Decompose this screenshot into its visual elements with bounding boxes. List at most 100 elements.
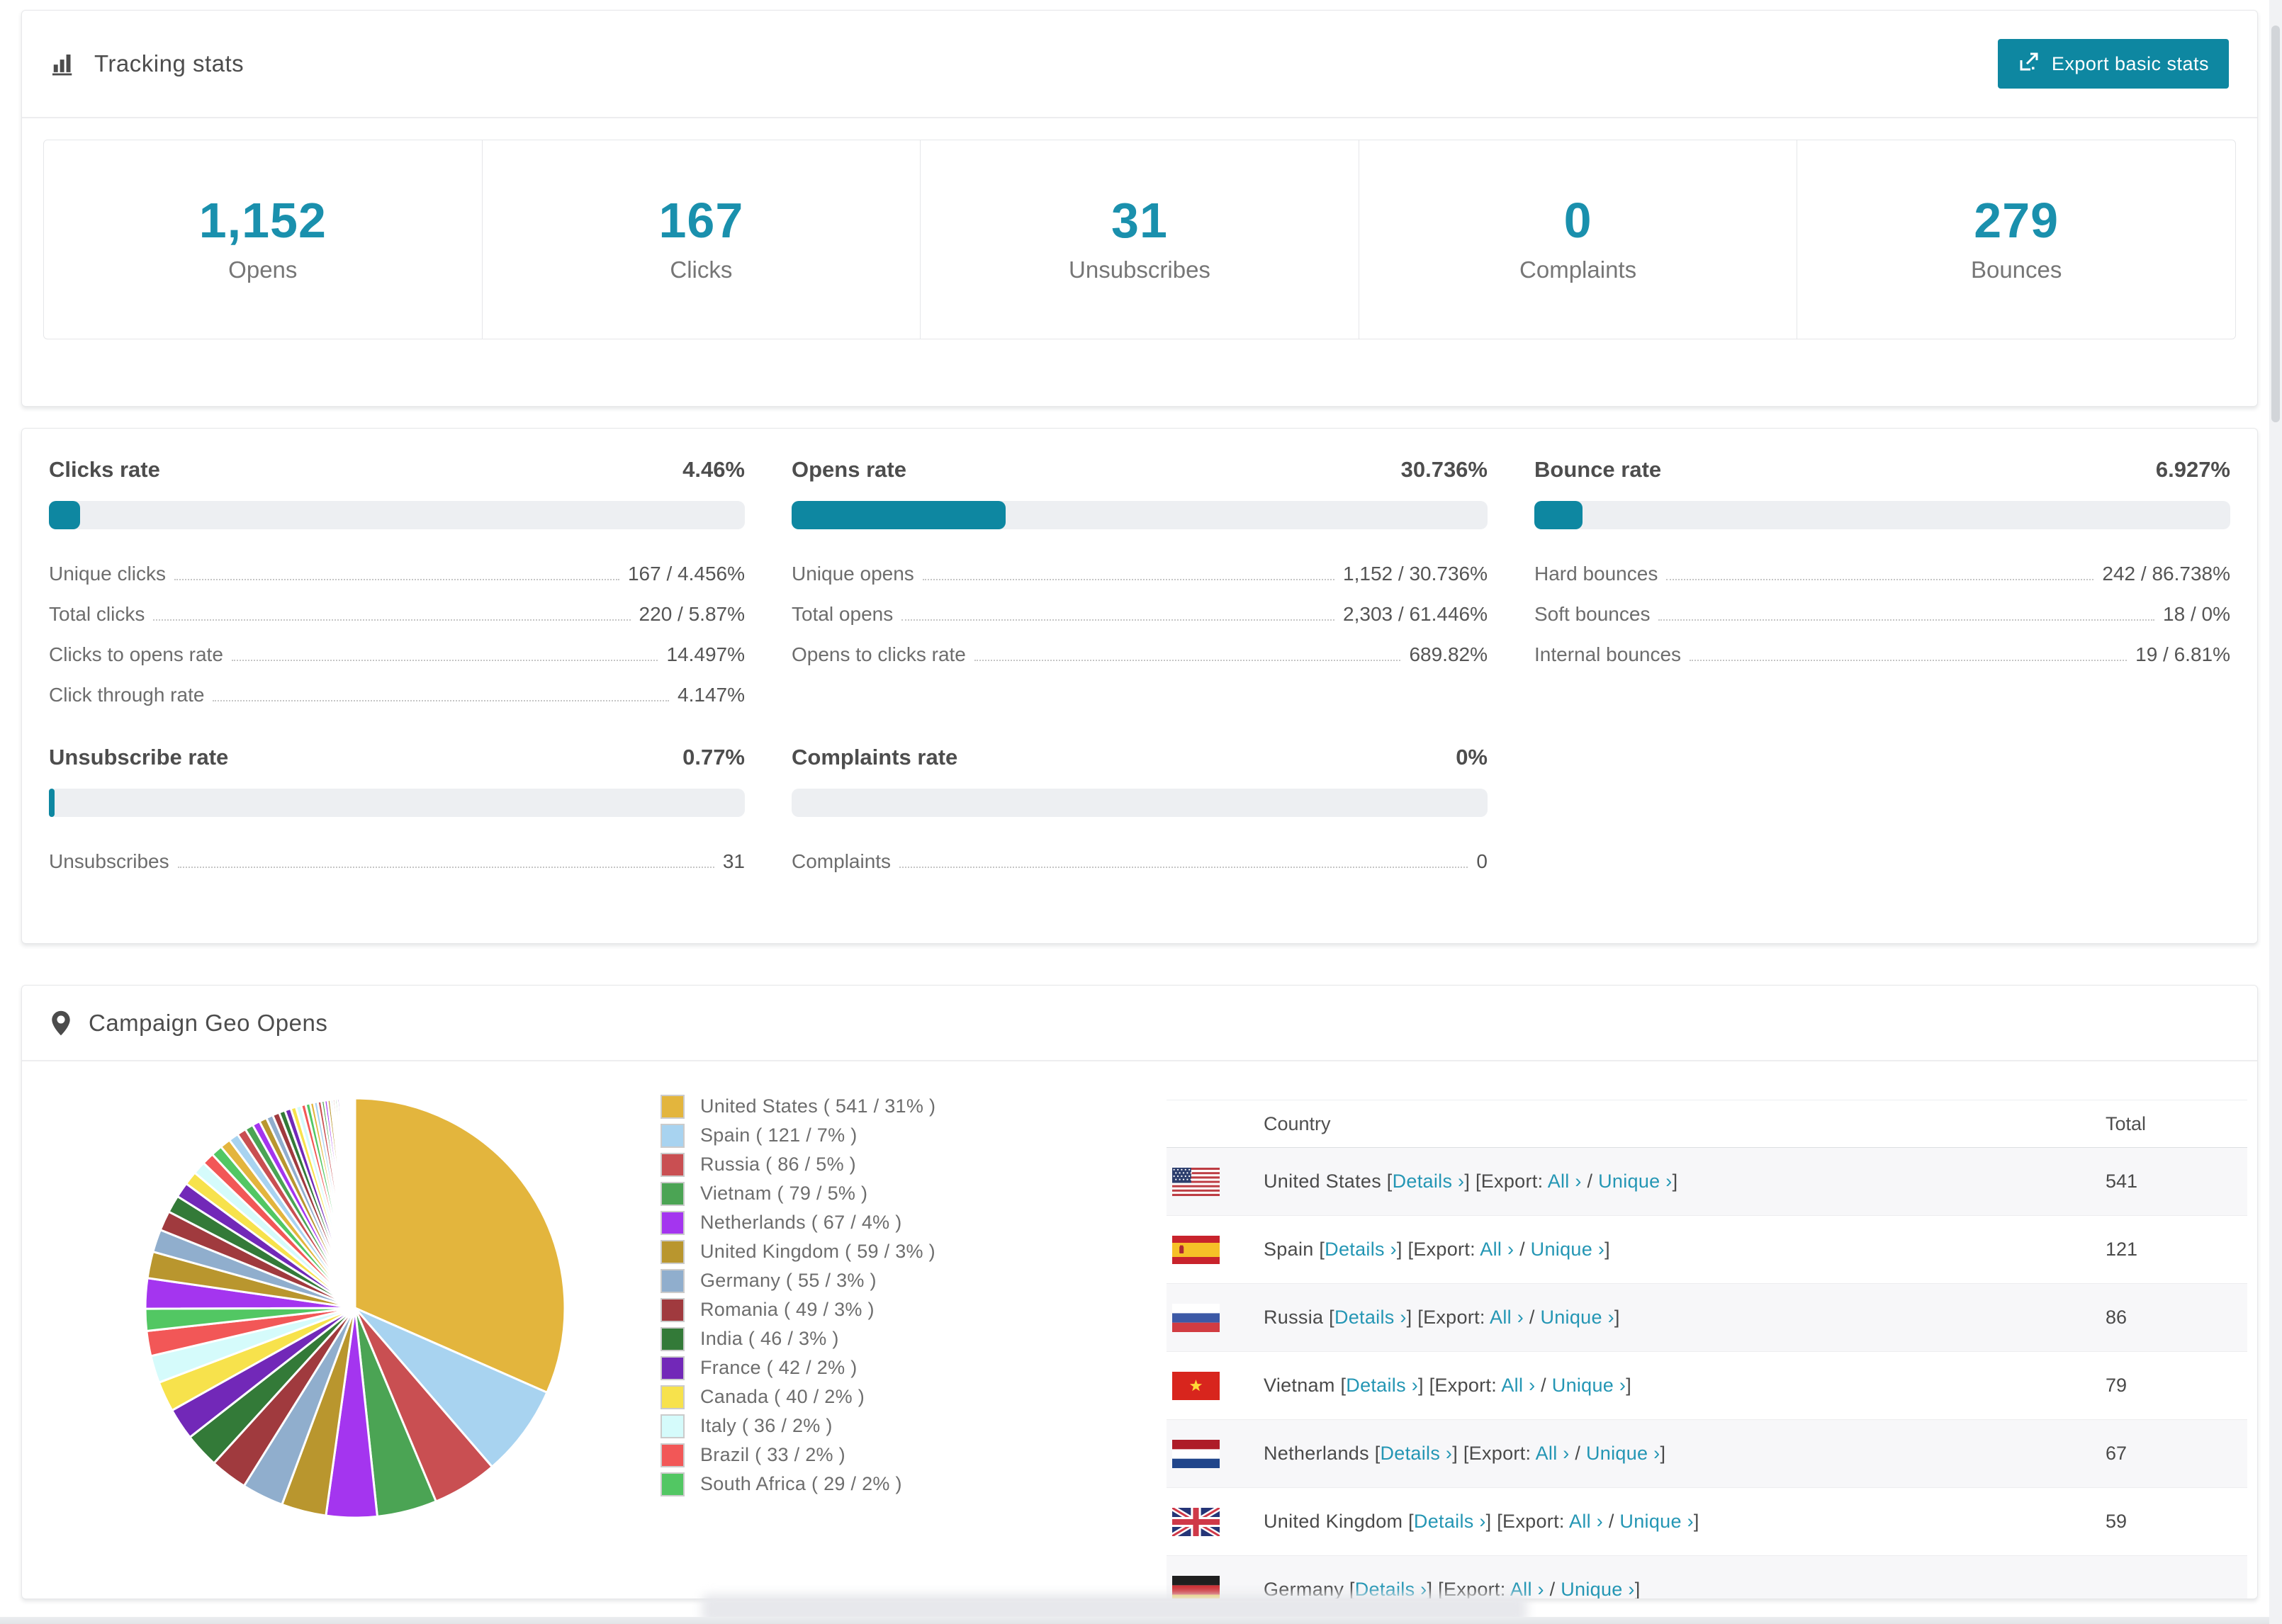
legend-item: Romania ( 49 / 3% ) [661,1295,935,1324]
export-all-link[interactable]: All › [1535,1443,1570,1464]
rate-stat-value: 2,303 / 61.446% [1343,603,1488,625]
country-details-link[interactable]: Details › [1413,1511,1486,1532]
country-details-link[interactable]: Details › [1392,1171,1465,1192]
country-total: 59 [2106,1511,2128,1532]
export-unique-link[interactable]: Unique › [1561,1579,1635,1599]
export-all-link[interactable]: All › [1547,1171,1582,1192]
stat-label: Bounces [1970,256,2062,283]
legend-color-chip [661,1414,685,1438]
rate-stat-value: 4.147% [678,684,745,706]
export-all-link[interactable]: All › [1501,1375,1536,1396]
stat-label: Complaints [1519,256,1637,283]
country-details-link[interactable]: Details › [1334,1307,1407,1328]
progress-bar [792,789,1488,817]
pie-slice[interactable] [354,1307,549,1468]
pie-slice[interactable] [353,1097,356,1309]
rate-stat-value: 242 / 86.738% [2102,563,2230,585]
export-all-link[interactable]: All › [1480,1239,1514,1260]
legend-label: France ( 42 / 2% ) [700,1357,858,1378]
stat-value: 31 [1111,193,1168,248]
country-details-link[interactable]: Details › [1380,1443,1453,1464]
country-details-link[interactable]: Details › [1354,1579,1427,1599]
rate-title: Complaints rate [792,745,958,769]
export-all-link[interactable]: All › [1490,1307,1524,1328]
rate-title: Clicks rate [49,457,160,482]
summary-stats-row: 1,152 Opens 167 Clicks 31 Unsubscribes 0 Compla… [43,140,2236,339]
rate-stat-label: Unsubscribes [49,850,169,872]
rate-stat-row: Hard bounces 242 / 86.738% [1534,549,2230,590]
export-unique-link[interactable]: Unique › [1598,1171,1673,1192]
export-unique-link[interactable]: Unique › [1551,1375,1626,1396]
country-details-link[interactable]: Details › [1346,1375,1418,1396]
legend-label: Vietnam ( 79 / 5% ) [700,1183,868,1204]
legend-label: United Kingdom ( 59 / 3% ) [700,1241,935,1262]
rate-stat-value: 19 / 6.81% [2135,643,2230,665]
dotted-leader [231,660,658,661]
summary-stat-box: 0 Complaints [1359,140,1798,339]
rates-card: Clicks rate 4.46% Unique clicks 167 / 4.456… [21,428,2258,944]
legend-item: France ( 42 / 2% ) [661,1353,935,1382]
country-total: 86 [2106,1307,2128,1328]
rate-header: Opens rate 30.736% [792,457,1488,483]
flag-vn-icon [1172,1371,1220,1400]
country-row: United Kingdom [Details ›] [Export: All … [1167,1488,2247,1556]
export-all-link[interactable]: All › [1569,1511,1604,1532]
country-cell: Vietnam [Details ›] [Export: All › / Uni… [1264,1375,1632,1396]
dotted-leader [901,619,1335,621]
export-basic-stats-button[interactable]: Export basic stats [1997,39,2229,89]
export-unique-link[interactable]: Unique › [1586,1443,1660,1464]
dotted-leader [153,619,631,621]
geo-pie-chart [138,1091,572,1525]
legend-item: Vietnam ( 79 / 5% ) [661,1179,935,1208]
export-icon [2018,50,2040,78]
export-all-link[interactable]: All › [1510,1579,1544,1599]
tracking-stats-card: Tracking stats Export basic stats 1,152 O… [21,10,2258,407]
country-cell: Spain [Details ›] [Export: All › / Uniqu… [1264,1239,1610,1260]
dotted-leader [899,867,1468,868]
rate-stat-value: 0 [1476,850,1488,872]
geo-opens-card: Campaign Geo Opens United States ( 541 /… [21,985,2258,1599]
export-unique-link[interactable]: Unique › [1619,1511,1694,1532]
rate-stat-label: Opens to clicks rate [792,643,966,665]
export-unique-link[interactable]: Unique › [1540,1307,1614,1328]
rate-stat-label: Click through rate [49,684,205,706]
rate-stat-row: Total clicks 220 / 5.87% [49,590,745,630]
stat-label: Unsubscribes [1069,256,1210,283]
progress-bar [1534,501,2230,529]
country-total: 67 [2106,1443,2128,1464]
progress-bar-fill [1534,501,1583,529]
dotted-leader [1690,660,2128,661]
legend-color-chip [661,1443,685,1467]
geo-legend: United States ( 541 / 31% ) Spain ( 121 /… [661,1092,935,1499]
rate-stat-label: Unique clicks [49,563,166,585]
rate-header: Bounce rate 6.927% [1534,457,2230,483]
legend-color-chip [661,1268,685,1293]
page-scrollbar[interactable] [2269,0,2282,1624]
legend-color-chip [661,1239,685,1264]
legend-label: South Africa ( 29 / 2% ) [700,1473,902,1494]
progress-bar [49,789,745,817]
rate-stat-row: Soft bounces 18 / 0% [1534,590,2230,630]
flag-nl-icon [1172,1439,1220,1468]
country-details-link[interactable]: Details › [1325,1239,1397,1260]
rate-value: 6.927% [2155,457,2230,482]
progress-bar-fill [792,501,1006,529]
legend-item: South Africa ( 29 / 2% ) [661,1470,935,1499]
legend-label: Netherlands ( 67 / 4% ) [700,1212,902,1233]
flag-de-icon [1172,1575,1220,1598]
rate-block: Unsubscribe rate 0.77% Unsubscribes 31 [49,745,745,877]
country-row: Netherlands [Details ›] [Export: All › /… [1167,1420,2247,1488]
legend-item: Netherlands ( 67 / 4% ) [661,1208,935,1237]
pie-slice[interactable] [354,1097,566,1394]
dotted-leader [1658,619,2155,621]
dotted-leader [922,579,1335,580]
legend-label: Romania ( 49 / 3% ) [700,1299,875,1320]
rate-stat-value: 31 [722,850,745,872]
geo-opens-header: Campaign Geo Opens [22,986,2257,1061]
scrollbar-thumb[interactable] [2271,26,2280,422]
rate-stat-row: Unsubscribes 31 [49,837,745,877]
export-unique-link[interactable]: Unique › [1530,1239,1605,1260]
summary-stat-box: 1,152 Opens [44,140,483,339]
legend-color-chip [661,1094,685,1119]
legend-item: Germany ( 55 / 3% ) [661,1266,935,1295]
